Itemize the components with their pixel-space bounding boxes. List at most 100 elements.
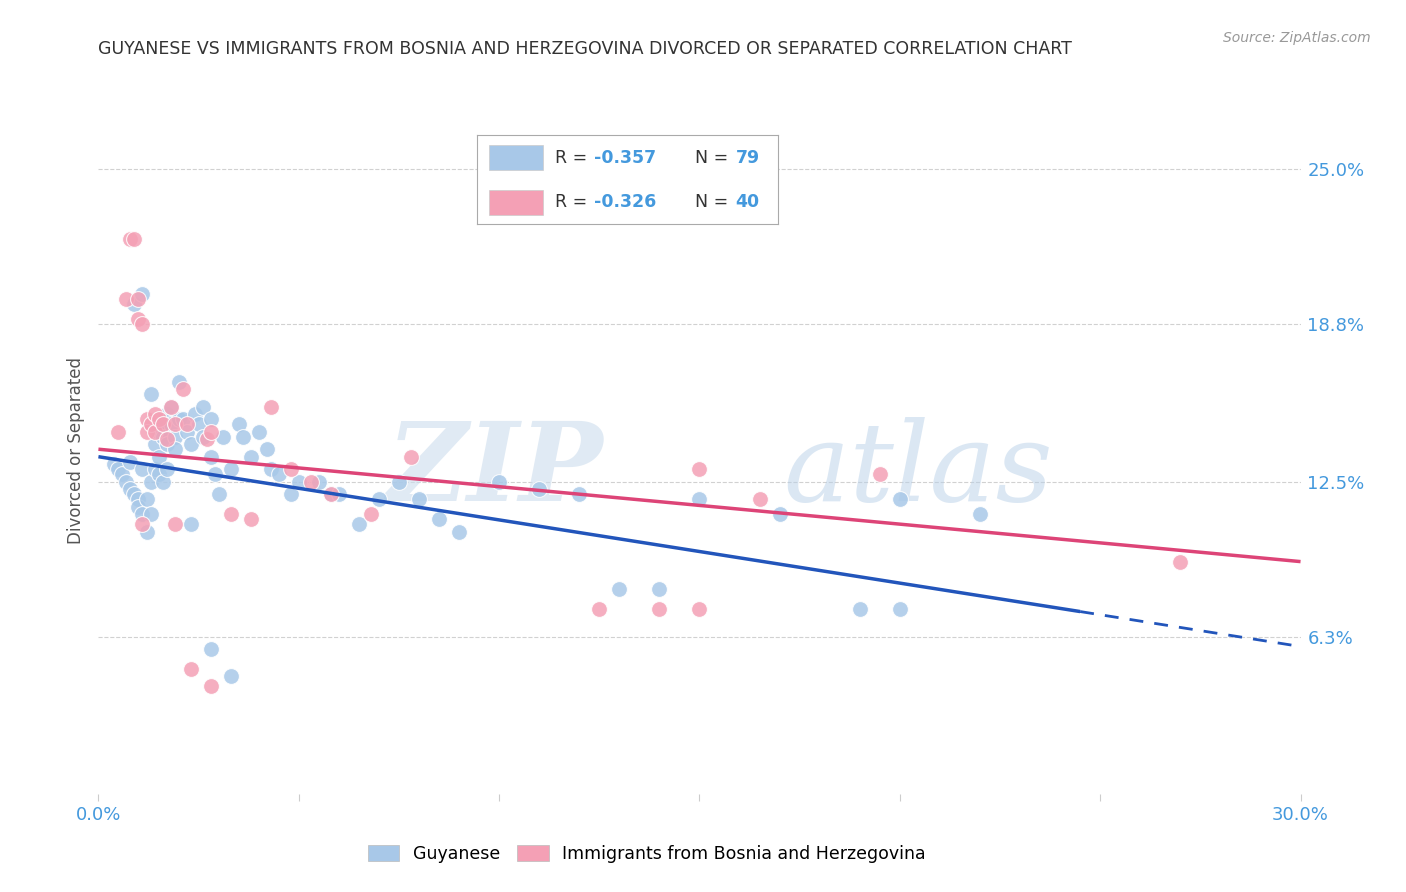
- Point: [155, 437, 177, 451]
- Legend: Guyanese, Immigrants from Bosnia and Herzegovina: Guyanese, Immigrants from Bosnia and Her…: [360, 838, 934, 870]
- Point: [232, 430, 254, 444]
- Text: ZIP: ZIP: [387, 417, 603, 524]
- Point: [187, 417, 209, 432]
- Point: [128, 492, 150, 507]
- Text: 40: 40: [735, 194, 759, 211]
- Point: [143, 437, 166, 451]
- Point: [648, 582, 671, 596]
- Point: [769, 507, 792, 521]
- Point: [107, 462, 129, 476]
- Y-axis label: Divorced or Separated: Divorced or Separated: [67, 357, 86, 544]
- Point: [328, 487, 350, 501]
- Point: [148, 467, 170, 482]
- Text: R =: R =: [555, 194, 593, 211]
- Point: [368, 492, 391, 507]
- Text: -0.357: -0.357: [595, 149, 657, 167]
- Point: [211, 430, 233, 444]
- Point: [529, 482, 551, 496]
- Point: [689, 462, 711, 476]
- Point: [200, 412, 222, 426]
- Point: [152, 417, 174, 432]
- Point: [280, 462, 302, 476]
- Point: [111, 467, 134, 482]
- Point: [103, 457, 125, 471]
- Text: -0.326: -0.326: [595, 194, 657, 211]
- Point: [256, 442, 278, 457]
- Point: [360, 507, 382, 521]
- Point: [609, 582, 631, 596]
- Point: [139, 507, 162, 521]
- Point: [308, 475, 330, 489]
- Point: [148, 412, 170, 426]
- Point: [180, 662, 202, 676]
- Point: [148, 425, 170, 439]
- Point: [648, 602, 671, 616]
- Point: [128, 312, 150, 326]
- Point: [176, 417, 198, 432]
- Point: [120, 455, 142, 469]
- Point: [124, 487, 146, 501]
- Point: [159, 417, 181, 432]
- Point: [180, 517, 202, 532]
- Point: [120, 482, 142, 496]
- Point: [239, 512, 262, 526]
- Point: [163, 517, 186, 532]
- Point: [131, 287, 153, 301]
- Point: [219, 507, 242, 521]
- Text: GUYANESE VS IMMIGRANTS FROM BOSNIA AND HERZEGOVINA DIVORCED OR SEPARATED CORRELA: GUYANESE VS IMMIGRANTS FROM BOSNIA AND H…: [98, 40, 1073, 58]
- Point: [200, 450, 222, 464]
- Point: [219, 669, 242, 683]
- Bar: [489, 145, 543, 170]
- Point: [172, 412, 194, 426]
- Point: [115, 475, 138, 489]
- Point: [155, 407, 177, 421]
- Point: [139, 417, 162, 432]
- Text: atlas: atlas: [783, 417, 1053, 524]
- Point: [176, 425, 198, 439]
- Text: N =: N =: [685, 194, 734, 211]
- Point: [135, 412, 157, 426]
- Point: [427, 512, 450, 526]
- Point: [239, 450, 262, 464]
- Point: [159, 400, 181, 414]
- Point: [288, 475, 311, 489]
- Point: [128, 500, 150, 514]
- Point: [204, 467, 226, 482]
- Point: [115, 293, 138, 307]
- Point: [131, 507, 153, 521]
- Point: [219, 462, 242, 476]
- Point: [748, 492, 770, 507]
- Point: [399, 450, 422, 464]
- Point: [152, 475, 174, 489]
- Point: [143, 425, 166, 439]
- Point: [267, 467, 290, 482]
- Point: [139, 475, 162, 489]
- Point: [689, 602, 711, 616]
- Bar: [489, 190, 543, 215]
- Point: [228, 417, 250, 432]
- Point: [568, 487, 591, 501]
- Point: [200, 642, 222, 657]
- Text: N =: N =: [685, 149, 734, 167]
- Point: [107, 425, 129, 439]
- Point: [208, 487, 231, 501]
- Point: [869, 467, 891, 482]
- Point: [135, 524, 157, 539]
- Point: [148, 450, 170, 464]
- Point: [135, 425, 157, 439]
- Point: [280, 487, 302, 501]
- Point: [388, 475, 411, 489]
- Point: [155, 462, 177, 476]
- Text: R =: R =: [555, 149, 593, 167]
- Point: [889, 492, 911, 507]
- Point: [135, 492, 157, 507]
- Point: [191, 400, 214, 414]
- Point: [143, 462, 166, 476]
- Point: [849, 602, 872, 616]
- Point: [488, 475, 510, 489]
- Point: [163, 442, 186, 457]
- Point: [1170, 555, 1192, 569]
- Point: [155, 432, 177, 446]
- Text: 79: 79: [735, 149, 759, 167]
- Point: [167, 412, 190, 426]
